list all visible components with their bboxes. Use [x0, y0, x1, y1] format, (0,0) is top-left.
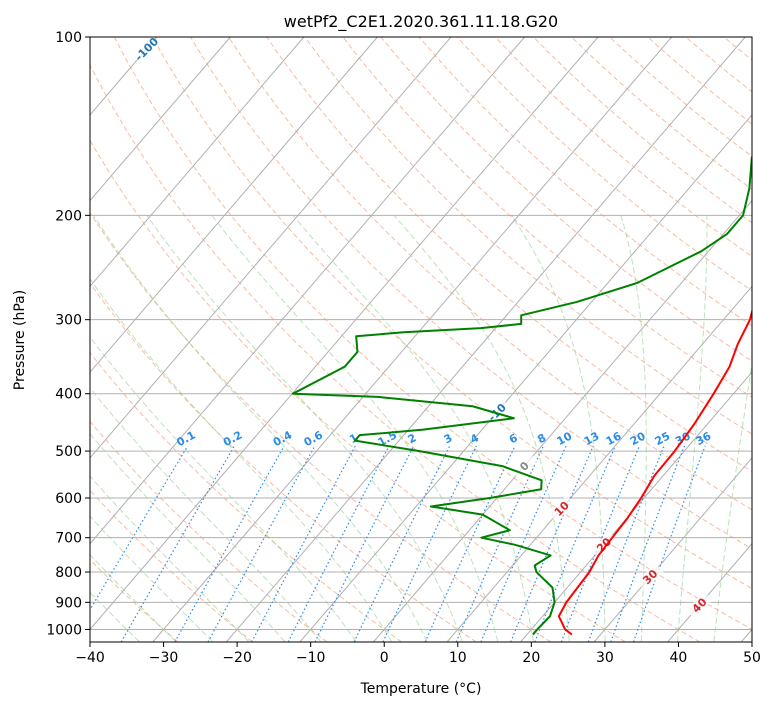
- y-axis-label: Pressure (hPa): [12, 290, 28, 390]
- dry-adiabat-line: [266, 37, 752, 473]
- moist-adiabat-line: [90, 387, 321, 642]
- dewpoint-profile: [291, 154, 752, 636]
- isotherm-line: [446, 285, 752, 642]
- mixing-ratio-label: 36: [694, 429, 714, 448]
- dry-adiabat-line: [113, 37, 752, 631]
- isotherm-line: [90, 37, 599, 631]
- axes: −40 −30 −20 −10 0 10 20 30 40 50 100 200 300 400 500 60…: [46, 30, 761, 666]
- dry-adiabat-line: [90, 282, 477, 642]
- isotherm-label-background: [685, 591, 713, 619]
- mixing-ratio-label: 20: [628, 429, 648, 448]
- chart-title: wetPf2_C2E1.2020.361.11.18.G20: [284, 12, 558, 32]
- dry-adiabat-line: [228, 37, 752, 511]
- dry-adiabat-line: [90, 139, 626, 642]
- isotherm-label-background: [590, 531, 618, 559]
- moist-adiabat-line: [146, 215, 463, 642]
- moist-adiabat-line: [713, 360, 752, 642]
- x-tick-label: 10: [449, 650, 467, 666]
- isotherm-label-background: [548, 495, 575, 522]
- x-tick-label: 30: [596, 650, 614, 666]
- x-tick-label: 0: [380, 650, 389, 666]
- dry-adiabat-line: [151, 37, 752, 590]
- moist-adiabat-line: [620, 215, 647, 642]
- y-tick-label: 1000: [46, 622, 82, 638]
- x-tick-label: −10: [296, 650, 326, 666]
- moist-adiabat-line: [211, 215, 499, 642]
- isotherm-line: [90, 37, 378, 373]
- isotherm-line: [152, 37, 673, 642]
- y-tick-label: 600: [55, 491, 82, 507]
- isotherm-line: [373, 199, 752, 642]
- isotherm-label-background: [133, 37, 160, 63]
- mixing-ratio-label: 10: [555, 429, 575, 448]
- moist-adiabat-line: [90, 433, 286, 642]
- dry-adiabat-line: [90, 489, 253, 642]
- y-tick-label: 800: [55, 565, 82, 581]
- mixing-ratio-line: [353, 445, 451, 642]
- moist-adiabat-line: [90, 277, 392, 642]
- plot-area: [90, 37, 752, 642]
- y-tick-label: 200: [55, 208, 82, 224]
- mixing-ratio-label: 16: [604, 429, 624, 448]
- y-tick-label: 500: [55, 444, 82, 460]
- x-tick-label: 20: [522, 650, 540, 666]
- moist-adiabat-line: [510, 215, 606, 642]
- dry-adiabat-line: [90, 211, 552, 642]
- mixing-ratio-line: [382, 445, 477, 642]
- x-tick-label: −40: [75, 650, 105, 666]
- x-tick-label: −30: [149, 650, 179, 666]
- y-tick-label: 900: [55, 595, 82, 611]
- temperature-profile: [557, 308, 752, 636]
- moist-adiabat-line: [677, 215, 708, 642]
- mixing-ratio-line: [90, 445, 189, 611]
- dry-adiabat-line: [342, 37, 752, 398]
- x-tick-label: 40: [670, 650, 688, 666]
- mixing-ratio-line: [455, 445, 544, 642]
- reference-lines: [90, 37, 752, 642]
- sounding-profiles: [291, 154, 752, 636]
- x-tick-label: 50: [743, 650, 761, 666]
- mixing-ratio-label: 25: [653, 429, 673, 448]
- isotherm-line: [90, 37, 305, 288]
- mixing-ratio-line: [314, 445, 415, 642]
- y-tick-label: 400: [55, 387, 82, 403]
- moist-adiabat-line: [93, 215, 428, 642]
- isotherm-label-background: [510, 452, 538, 480]
- mixing-ratio-line: [587, 445, 665, 642]
- mixing-ratio-line: [174, 445, 285, 642]
- y-tick-label: 100: [55, 30, 82, 46]
- mixing-ratio-line: [610, 445, 686, 642]
- dry-adiabat-line: [380, 37, 752, 362]
- isotherm-line: [593, 457, 752, 642]
- moist-adiabat-line: [90, 336, 357, 642]
- isotherm-line: [90, 37, 452, 459]
- isotherm-line: [225, 37, 746, 642]
- dry-adiabat-line: [90, 420, 328, 642]
- dry-adiabat-line: [456, 37, 752, 292]
- mixing-ratio-line: [207, 445, 316, 642]
- x-tick-label: −20: [222, 650, 252, 666]
- dry-adiabat-line: [90, 64, 701, 642]
- isotherm-line: [299, 114, 752, 642]
- mixing-ratio-label: 13: [582, 429, 602, 448]
- plot-frame: [89, 36, 753, 643]
- isotherm-line: [90, 37, 525, 545]
- isotherm-line: [90, 37, 231, 202]
- y-tick-label: 700: [55, 531, 82, 547]
- isotherm-label-background: [636, 563, 664, 591]
- x-axis-label: Temperature (°C): [360, 681, 482, 697]
- y-tick-label: 300: [55, 313, 82, 329]
- mixing-ratio-line: [480, 445, 567, 642]
- mixing-ratio-line: [287, 445, 390, 642]
- mixing-ratio-line: [632, 445, 706, 642]
